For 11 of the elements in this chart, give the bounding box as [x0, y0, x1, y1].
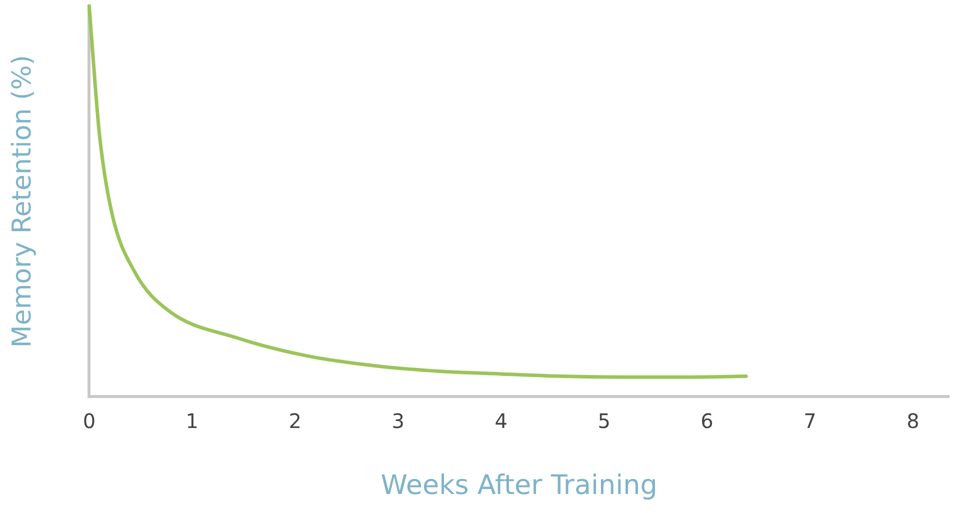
- x-tick-label: 7: [804, 408, 816, 433]
- x-tick-label: 1: [186, 408, 199, 433]
- x-tick-label: 4: [494, 408, 508, 433]
- x-tick-label: 0: [82, 408, 96, 433]
- y-axis-title: Memory Retention (%): [7, 54, 38, 348]
- x-tick-label: 2: [288, 408, 302, 433]
- x-tick-label: 3: [392, 408, 404, 433]
- x-tick-label: 8: [906, 408, 920, 433]
- x-tick-label: 6: [700, 408, 714, 433]
- x-axis-title: Weeks After Training: [380, 470, 658, 501]
- x-tick-label: 5: [598, 408, 610, 433]
